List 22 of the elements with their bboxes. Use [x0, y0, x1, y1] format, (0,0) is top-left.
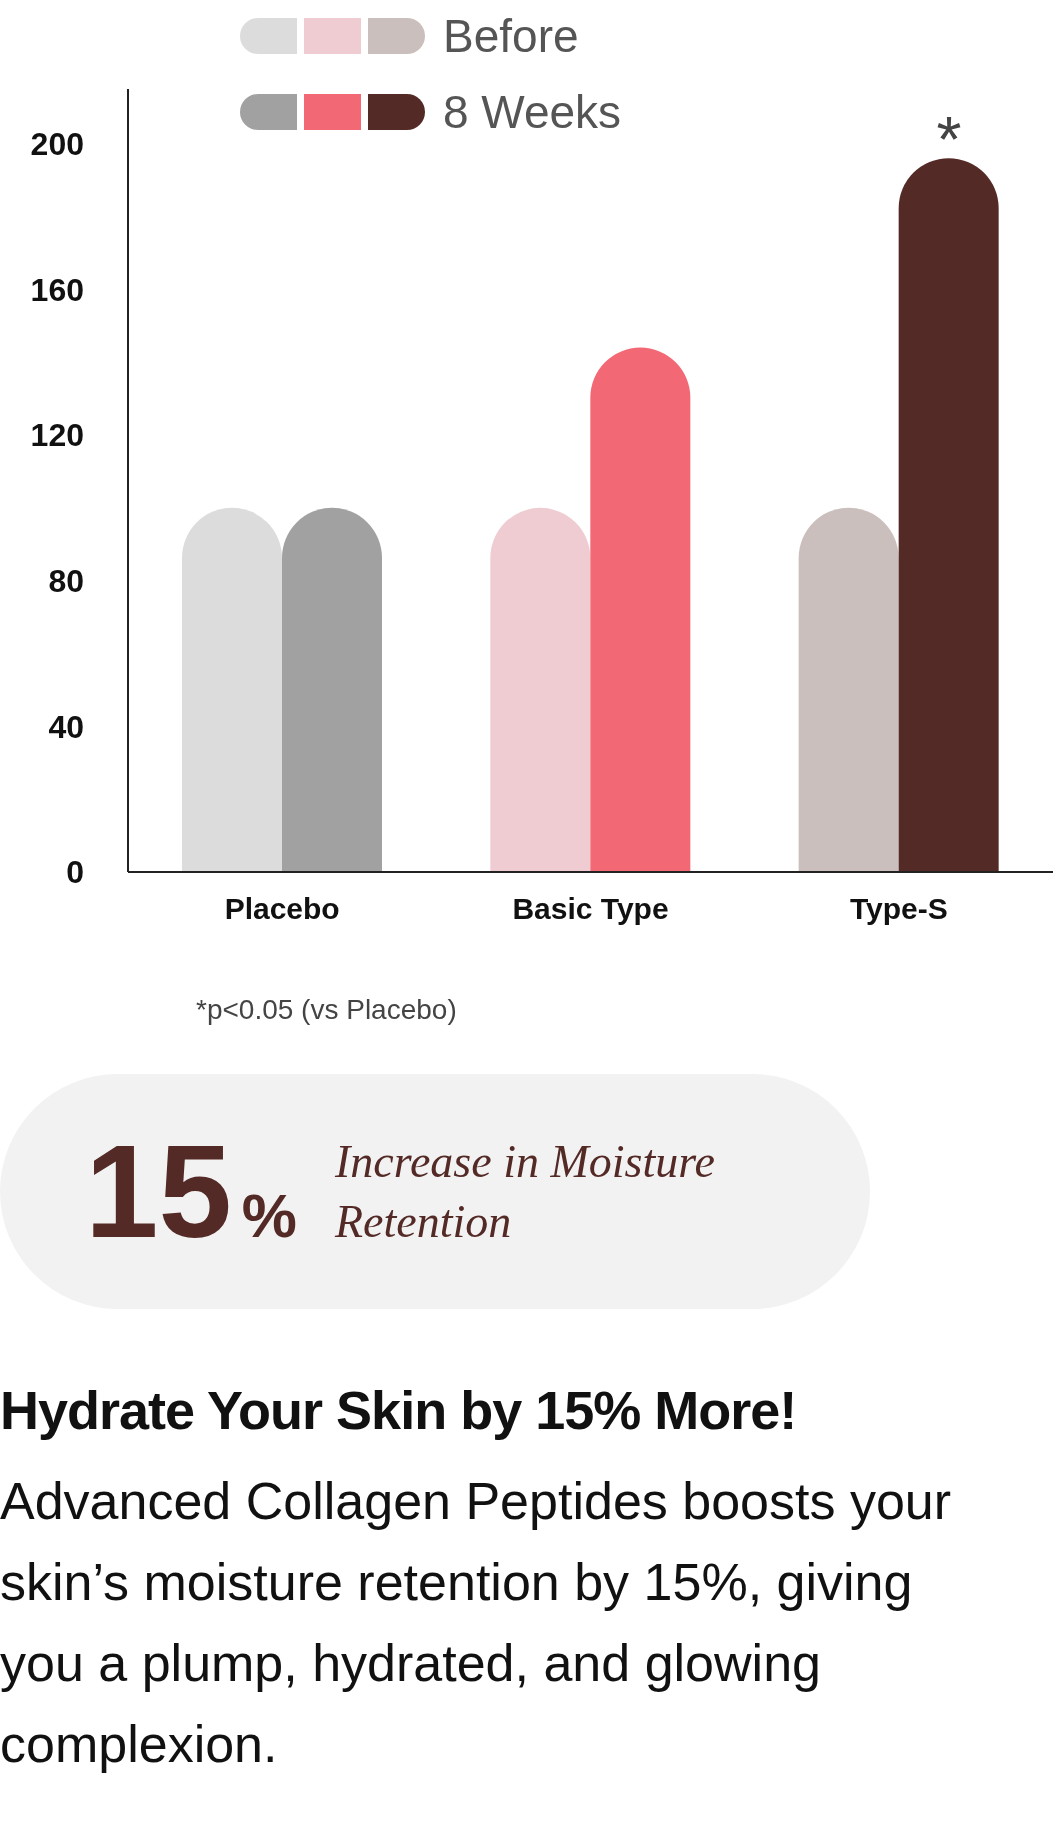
- y-tick-label: 160: [30, 271, 84, 308]
- bar: [898, 158, 999, 872]
- y-tick-label: 40: [48, 708, 84, 745]
- x-tick-label: Basic Type: [512, 892, 669, 926]
- legend-label: 8 Weeks: [443, 85, 622, 139]
- bar: [798, 507, 899, 872]
- bar: [590, 347, 691, 872]
- x-tick-label: Type-S: [849, 892, 948, 926]
- card: 15% Increase in Moisture Retention: [0, 1074, 870, 1309]
- bar: [282, 507, 382, 872]
- text: Advanced Collagen Peptides boosts your skin’s moisture retention by 15%, giving you a plump, hydrated, and glowing complexion.: [0, 1471, 953, 1775]
- y-tick-label: 120: [30, 417, 84, 454]
- y-tick-label: 80: [48, 563, 84, 600]
- legend-label: Before: [443, 9, 579, 63]
- x-tick-label: Placebo: [224, 892, 340, 926]
- annotation: *: [936, 104, 962, 177]
- text: *p<0.05 (vs Placebo): [196, 994, 458, 1026]
- bar: [182, 507, 282, 872]
- y-tick-label: 0: [66, 854, 84, 891]
- bar: [490, 507, 591, 872]
- text: Hydrate Your Skin by 15% More!: [0, 1379, 798, 1441]
- y-tick-label: 200: [30, 125, 84, 162]
